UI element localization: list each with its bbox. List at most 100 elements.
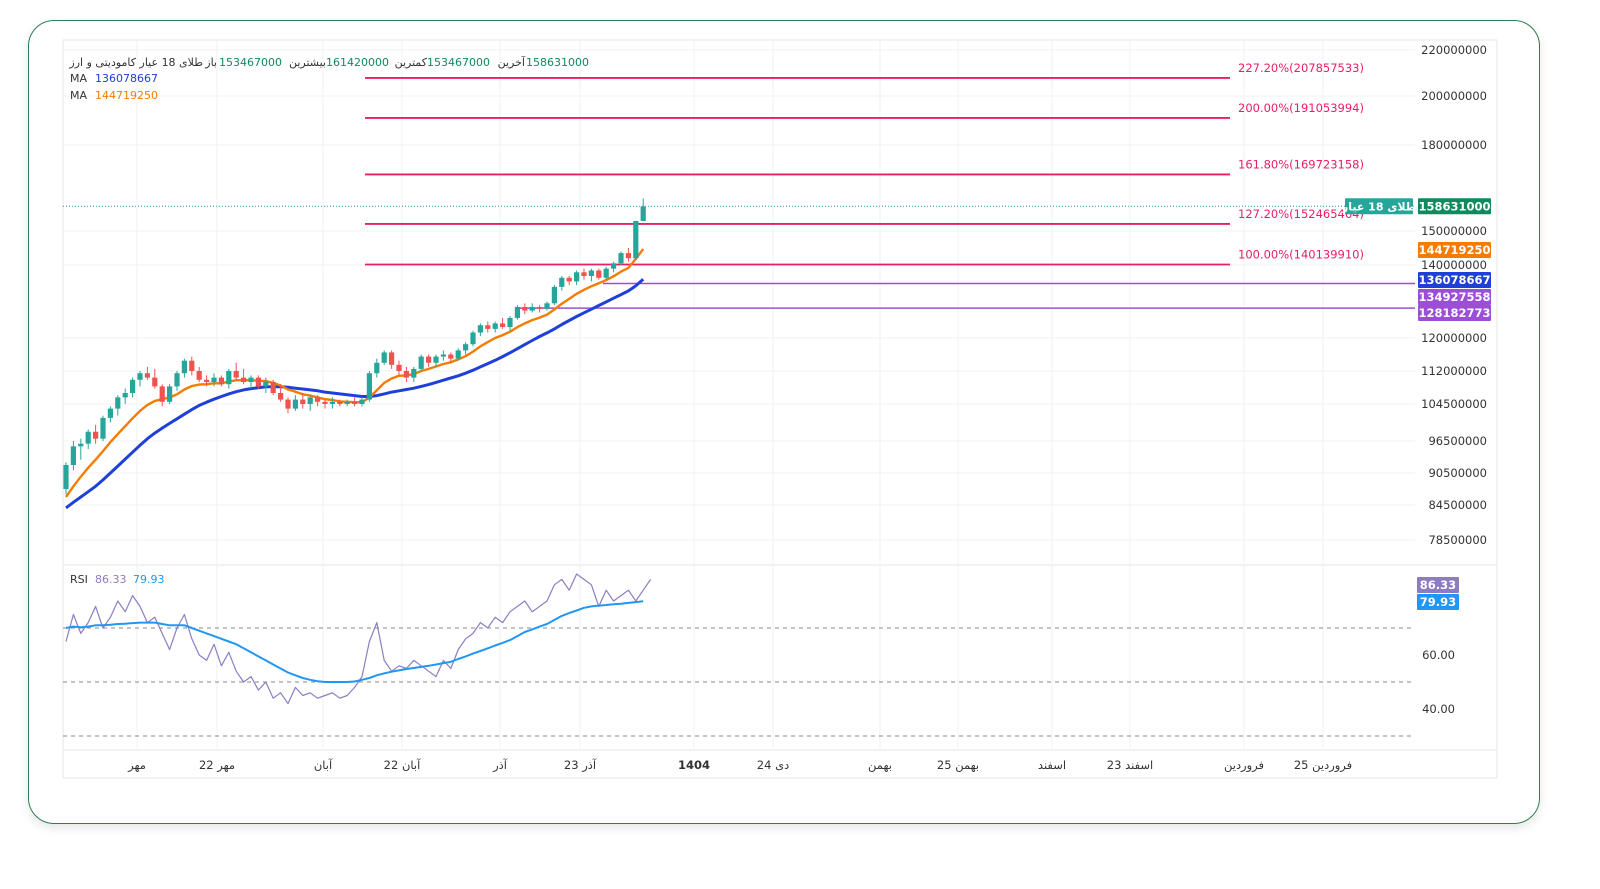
candle-body (70, 446, 76, 465)
x-tick-label: 22 آبان (384, 758, 421, 772)
candle-body (485, 325, 491, 329)
fib-level-label: 200.00%(191053994) (1238, 101, 1364, 115)
candle-body (181, 360, 187, 374)
tag-layer: 158631000 144719250 136078667 134927558 1281… (1341, 198, 1491, 610)
candle-body (611, 263, 617, 269)
price-tag: 134927558 (1418, 290, 1490, 304)
candle-body (159, 386, 165, 402)
x-tick-label: اسفند (1038, 758, 1066, 772)
price-tag: 136078667 (1418, 273, 1490, 287)
rsi-tag-bg (1417, 577, 1459, 593)
header-symbol: طلای 18 عیار کامودیتی و ارز (68, 56, 203, 69)
candle-body (403, 371, 409, 378)
candle-body (137, 373, 143, 380)
header-high-value: 161420000 (326, 56, 389, 69)
rsi-layer (63, 573, 1415, 737)
y-tick-label: 96500000 (1428, 434, 1487, 448)
price-tag: 144719250 (1418, 243, 1490, 257)
candle-body (352, 401, 358, 404)
candle-body (544, 303, 550, 309)
y-tick-label: 140000000 (1421, 258, 1487, 272)
candle-body (285, 399, 291, 409)
candle-body (263, 382, 269, 387)
candle-body (144, 373, 150, 378)
candle-body (278, 393, 284, 400)
fib-level-label: 100.00%(140139910) (1238, 248, 1364, 262)
y-tick-label: 104500000 (1421, 397, 1487, 411)
candle-body (115, 397, 121, 409)
price-tag: 158631000 (1418, 199, 1490, 213)
candle-body (322, 401, 328, 404)
candle-body (396, 364, 402, 371)
x-tick-label: 25 فروردین (1294, 758, 1352, 773)
candle-body (315, 397, 321, 402)
header-high-label: بیشترین (289, 56, 326, 69)
ma2-value: 144719250 (95, 89, 158, 102)
candle-body (344, 401, 350, 404)
y-tick-label: 112000000 (1421, 364, 1487, 378)
chart-card (28, 20, 1540, 824)
candle-body (63, 465, 69, 489)
candle-body (152, 377, 158, 387)
candle-body (603, 268, 609, 278)
fib-layer: 227.20%(207857533) 200.00%(191053994) 161.… (365, 61, 1415, 309)
candle-body (426, 356, 432, 363)
candle-body (625, 253, 631, 259)
x-tick-label: فروردین (1224, 758, 1264, 773)
header-low-value: 153467000 (427, 56, 490, 69)
candle-body (189, 360, 195, 371)
candle-body (411, 368, 417, 378)
x-tick-label: 25 بهمن (937, 758, 979, 773)
candle-body (270, 382, 276, 393)
candle-body (455, 350, 461, 359)
ma-fast-line (65, 248, 645, 498)
price-tag: 128182773 (1418, 306, 1490, 320)
y-tick-label: 200000000 (1421, 89, 1487, 103)
price-tag-bg (1418, 305, 1491, 321)
candle-body (448, 354, 454, 359)
candle-body (167, 386, 173, 402)
axis-layer: مهر 22 مهر آبان 22 آبان آذر 23 آذر 1404 24 دی به… (127, 43, 1487, 773)
price-tag-bg (1418, 242, 1491, 258)
candle-body (500, 323, 506, 328)
candle-body (107, 408, 113, 418)
candle-body (122, 393, 128, 398)
candle-body (492, 323, 498, 329)
chart-frame (62, 39, 1498, 779)
candle-body (233, 371, 239, 378)
rsi-ma-tag-bg (1417, 594, 1459, 610)
candle-body (566, 277, 572, 282)
fib-level-label: 161.80%(169723158) (1238, 157, 1364, 171)
candle-body (366, 373, 372, 400)
last-label-bg (1345, 198, 1413, 215)
x-tick-label: بهمن (868, 758, 892, 773)
candle-body (78, 443, 84, 447)
candle-body (596, 270, 602, 278)
candle-body (381, 352, 387, 363)
candle-body (529, 306, 535, 311)
candle-body (551, 286, 557, 304)
ma2-label: MA (70, 89, 87, 102)
rsi-ma-tag: 79.93 (1420, 595, 1456, 609)
candle-body (588, 270, 594, 276)
rsi-line (65, 573, 652, 705)
candle-body (204, 379, 210, 382)
candle-body (226, 371, 232, 385)
y-tick-label: 90500000 (1428, 466, 1487, 480)
y-tick-label: 220000000 (1421, 43, 1487, 57)
candle-body (433, 356, 439, 363)
fib-level-label: 127.20%(152465464) (1238, 207, 1364, 221)
candle-body (100, 417, 106, 439)
ma-slow-line (65, 278, 645, 510)
candle-body (514, 306, 520, 318)
candle-body (255, 377, 261, 387)
y-tick-label: 120000000 (1421, 331, 1487, 345)
candle-body (329, 401, 335, 404)
candle-body (196, 371, 202, 380)
rsi-ma-value: 79.93 (133, 573, 165, 586)
fib-level-label: 227.20%(207857533) (1238, 61, 1364, 75)
rsi-y-tick-label: 40.00 (1422, 702, 1455, 716)
candle-body (418, 356, 424, 369)
candle-body (618, 253, 624, 264)
